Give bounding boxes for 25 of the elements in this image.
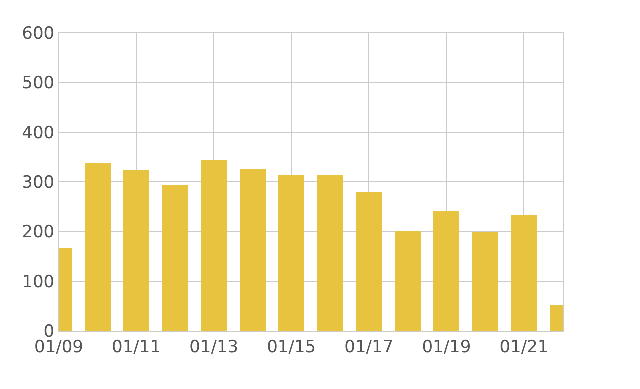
bar xyxy=(201,160,228,331)
bar xyxy=(434,211,460,331)
y-tick-label: 400 xyxy=(22,123,55,144)
bar xyxy=(317,175,344,331)
x-tick-label: 01/19 xyxy=(422,337,472,358)
bar xyxy=(162,184,188,331)
bar xyxy=(240,169,266,331)
bar xyxy=(394,231,421,331)
x-tick-label: 01/13 xyxy=(190,337,239,358)
bar xyxy=(124,170,150,331)
bar xyxy=(84,163,111,331)
x-tick-label: 01/15 xyxy=(267,337,316,358)
y-tick-label: 300 xyxy=(22,172,55,193)
bar xyxy=(511,215,538,331)
y-tick-label: 600 xyxy=(22,24,55,44)
x-tick-label: 01/21 xyxy=(500,337,549,358)
y-tick-label: 100 xyxy=(22,272,55,292)
bar xyxy=(356,192,382,331)
y-tick-label: 500 xyxy=(22,74,55,94)
bar xyxy=(278,175,305,331)
x-tick-label: 01/17 xyxy=(344,337,394,358)
x-tick-label: 01/09 xyxy=(34,337,84,358)
bar xyxy=(472,232,498,331)
y-tick-label: 200 xyxy=(22,222,55,243)
x-tick-label: 01/11 xyxy=(112,337,162,358)
